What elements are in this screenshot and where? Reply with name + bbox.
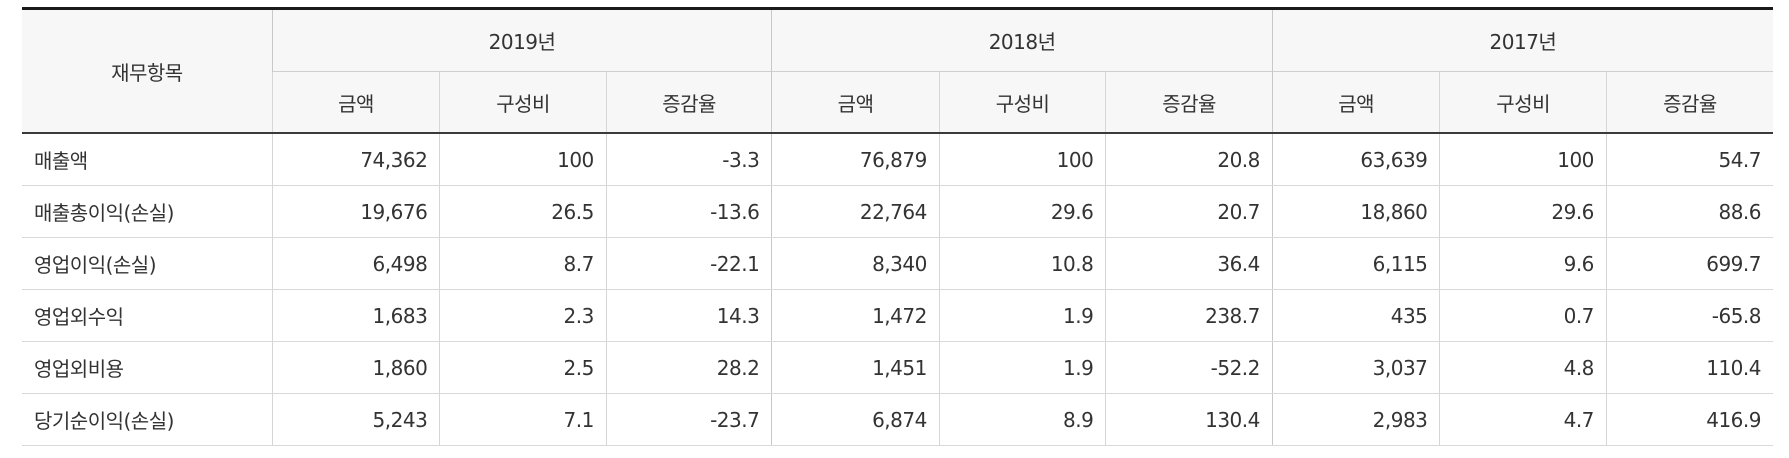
year-header-2018: 2018년 [771,8,1273,72]
cell-amount: 22,764 [771,185,940,238]
cell-ratio: 100 [439,133,607,186]
cell-change-rate: -52.2 [1105,341,1273,394]
cell-ratio: 2.3 [439,289,607,342]
cell-amount: 6,874 [771,393,940,446]
cell-amount: 6,498 [271,237,440,290]
subheader-amount: 금액 [271,71,440,134]
cell-ratio: 29.6 [1439,185,1607,238]
subheader-ratio: 구성비 [938,71,1106,134]
cell-change-rate: 20.8 [1105,133,1273,186]
cell-ratio: 4.7 [1439,393,1607,446]
cell-amount: 63,639 [1271,133,1440,186]
row-label: 영업외수익 [22,289,273,342]
cell-change-rate: 54.7 [1605,133,1773,186]
cell-amount: 1,860 [271,341,440,394]
cell-ratio: 10.8 [938,237,1106,290]
cell-ratio: 1.9 [938,289,1106,342]
row-label: 매출액 [22,133,273,186]
subheader-change-rate: 증감율 [1105,71,1273,134]
header-row-subcolumns: 금액 구성비 증감율 금액 구성비 증감율 금액 구성비 증감율 [22,71,1773,134]
financial-summary-table: 재무항목 2019년 2018년 2017년 금액 구성비 증감율 금액 구성비… [22,7,1773,446]
cell-ratio: 8.9 [938,393,1106,446]
table-body: 매출액 74,362 100 -3.3 76,879 100 20.8 63,6… [22,133,1773,446]
table-row: 매출액 74,362 100 -3.3 76,879 100 20.8 63,6… [22,133,1773,186]
cell-change-rate: 416.9 [1605,393,1773,446]
year-header-2017: 2017년 [1271,8,1773,72]
cell-amount: 19,676 [271,185,440,238]
cell-ratio: 26.5 [439,185,607,238]
cell-amount: 2,983 [1271,393,1440,446]
cell-change-rate: 88.6 [1605,185,1773,238]
table-row: 당기순이익(손실) 5,243 7.1 -23.7 6,874 8.9 130.… [22,393,1773,446]
cell-change-rate: -3.3 [605,133,772,186]
cell-amount: 6,115 [1271,237,1440,290]
header-row-years: 재무항목 2019년 2018년 2017년 [22,8,1773,134]
table-row: 매출총이익(손실) 19,676 26.5 -13.6 22,764 29.6 … [22,185,1773,238]
cell-amount: 76,879 [771,133,940,186]
cell-ratio: 29.6 [938,185,1106,238]
cell-ratio: 1.9 [938,341,1106,394]
row-label: 당기순이익(손실) [22,393,273,446]
cell-amount: 3,037 [1271,341,1440,394]
cell-ratio: 7.1 [439,393,607,446]
cell-change-rate: -13.6 [605,185,772,238]
table-row: 영업외수익 1,683 2.3 14.3 1,472 1.9 238.7 435… [22,289,1773,342]
cell-amount: 1,472 [771,289,940,342]
table-row: 영업외비용 1,860 2.5 28.2 1,451 1.9 -52.2 3,0… [22,341,1773,394]
cell-ratio: 4.8 [1439,341,1607,394]
subheader-amount: 금액 [1271,71,1440,134]
cell-amount: 18,860 [1271,185,1440,238]
cell-change-rate: 36.4 [1105,237,1273,290]
cell-change-rate: -23.7 [605,393,772,446]
cell-change-rate: -22.1 [605,237,772,290]
cell-ratio: 100 [1439,133,1607,186]
cell-change-rate: 238.7 [1105,289,1273,342]
cell-change-rate: 14.3 [605,289,772,342]
cell-amount: 74,362 [271,133,440,186]
row-label: 매출총이익(손실) [22,185,273,238]
cell-amount: 8,340 [771,237,940,290]
cell-ratio: 0.7 [1439,289,1607,342]
cell-change-rate: 20.7 [1105,185,1273,238]
table-header: 재무항목 2019년 2018년 2017년 금액 구성비 증감율 금액 구성비… [22,8,1773,134]
cell-change-rate: 130.4 [1105,393,1273,446]
cell-ratio: 8.7 [439,237,607,290]
cell-amount: 5,243 [271,393,440,446]
subheader-change-rate: 증감율 [605,71,772,134]
cell-ratio: 100 [938,133,1106,186]
cell-change-rate: 110.4 [1605,341,1773,394]
row-label: 영업이익(손실) [22,237,273,290]
table-row: 영업이익(손실) 6,498 8.7 -22.1 8,340 10.8 36.4… [22,237,1773,290]
cell-change-rate: -65.8 [1605,289,1773,342]
cell-change-rate: 699.7 [1605,237,1773,290]
row-label: 영업외비용 [22,341,273,394]
cell-amount: 1,683 [271,289,440,342]
cell-change-rate: 28.2 [605,341,772,394]
cell-ratio: 9.6 [1439,237,1607,290]
item-column-header: 재무항목 [22,8,273,134]
subheader-ratio: 구성비 [1439,71,1607,134]
year-header-2019: 2019년 [271,8,772,72]
subheader-amount: 금액 [771,71,940,134]
cell-ratio: 2.5 [439,341,607,394]
subheader-change-rate: 증감율 [1605,71,1773,134]
cell-amount: 1,451 [771,341,940,394]
subheader-ratio: 구성비 [439,71,607,134]
cell-amount: 435 [1271,289,1440,342]
